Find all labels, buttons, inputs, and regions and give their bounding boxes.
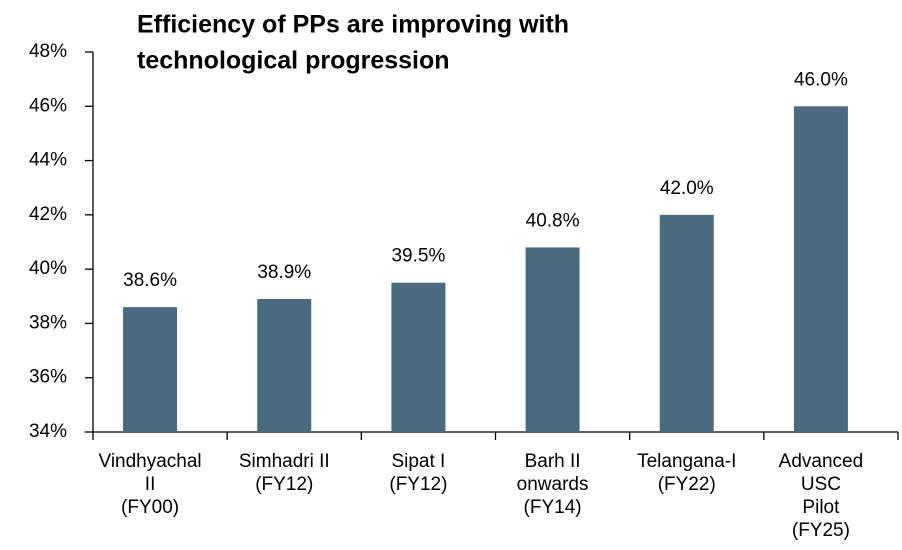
- x-tick-label: Simhadri II: [239, 451, 330, 472]
- x-tick-label: Sipat I: [391, 451, 445, 472]
- x-tick-label: Advanced: [779, 451, 864, 472]
- x-tick-label: Vindhyachal: [98, 451, 201, 472]
- y-tick-label: 48%: [29, 41, 67, 62]
- x-tick-label: (FY12): [255, 474, 313, 495]
- y-tick-label: 38%: [29, 312, 67, 333]
- x-tick-label: (FY25): [792, 520, 850, 541]
- x-tick-label: (FY12): [389, 474, 447, 495]
- x-tick-label: Barh II: [525, 451, 581, 472]
- x-tick-label: onwards: [517, 474, 589, 495]
- y-tick-label: 42%: [29, 204, 67, 225]
- y-tick-label: 44%: [29, 150, 67, 171]
- bar: [257, 299, 312, 432]
- data-label: 42.0%: [660, 178, 714, 199]
- y-tick-label: 34%: [29, 421, 67, 442]
- x-tick-label: (FY22): [658, 474, 716, 495]
- x-tick-label: (FY00): [121, 497, 179, 518]
- data-label: 38.9%: [257, 262, 311, 283]
- data-label: 38.6%: [123, 270, 177, 291]
- x-tick-label: Telangana-I: [637, 451, 736, 472]
- bar: [123, 307, 178, 432]
- x-tick-label: II: [145, 474, 156, 495]
- y-tick-label: 46%: [29, 95, 67, 116]
- data-label: 46.0%: [794, 69, 848, 90]
- chart-title: Efficiency of PPs are improving with: [137, 11, 569, 39]
- x-tick-label: Pilot: [802, 497, 840, 518]
- y-tick-label: 36%: [29, 367, 67, 388]
- chart-title: technological progression: [137, 47, 450, 75]
- x-tick-label: (FY14): [524, 497, 582, 518]
- y-tick-label: 40%: [29, 258, 67, 279]
- x-tick-label: USC: [801, 474, 841, 495]
- bar: [525, 247, 580, 432]
- bar: [659, 214, 714, 432]
- bar: [793, 106, 848, 433]
- data-label: 39.5%: [391, 246, 445, 267]
- bar: [391, 282, 446, 432]
- data-label: 40.8%: [526, 210, 580, 231]
